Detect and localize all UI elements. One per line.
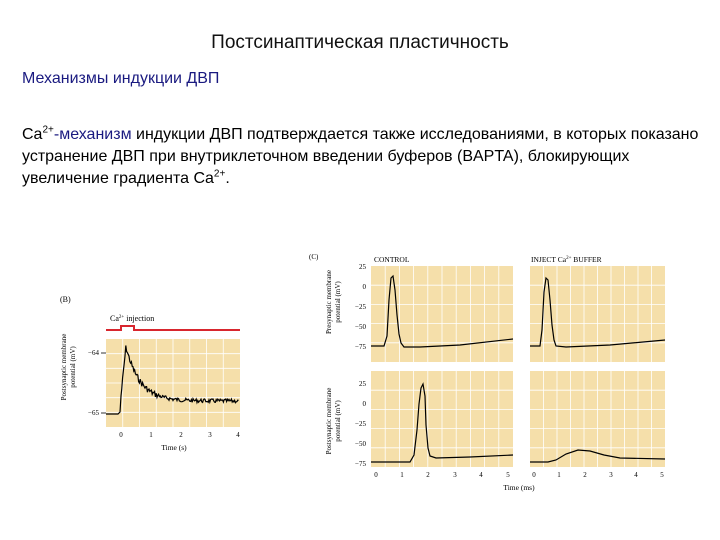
ca-charge: 2+ xyxy=(42,124,54,136)
fig-c-bottom-yticks: 25 0 −25 −50 −75 xyxy=(355,380,366,468)
fig-c-bottom-ylabel-2: potential (mV) xyxy=(334,400,342,442)
fig-c-top-ytick-1: 0 xyxy=(363,283,367,291)
fig-b-ytick-2: −65 xyxy=(88,409,99,417)
fig-c-top-ytick-3: −50 xyxy=(355,323,366,331)
fig-c-bottom-ytick-1: 0 xyxy=(363,400,367,408)
fig-c-xtick-l1: 1 xyxy=(400,471,404,479)
fig-b-xtick-4: 4 xyxy=(236,431,240,439)
fig-c-xlabel: Time (ms) xyxy=(503,483,535,492)
fig-b-xticks: 0 1 2 3 4 xyxy=(119,431,240,439)
fig-b-annotation: Ca2+ injection xyxy=(110,314,154,323)
fig-c-trace-buffer-post xyxy=(530,449,666,463)
slide-title: Постсинаптическая пластичность xyxy=(211,32,509,53)
fig-b-ylabel-2: potential (mV) xyxy=(69,346,77,388)
fig-c-bottom-ylabel: Postsynaptic membrane potential (mV) xyxy=(325,388,342,455)
mechanism-link: -механизм xyxy=(53,126,132,143)
fig-b-xtick-1: 1 xyxy=(149,431,153,439)
fig-c-grid xyxy=(371,266,665,467)
fig-c-xtick-l5: 5 xyxy=(506,471,510,479)
ca-charge-end: 2+ xyxy=(213,168,226,180)
fig-c-panel-label: (C) xyxy=(309,253,319,261)
fig-c-xtick-r0: 0 xyxy=(532,471,536,479)
fig-b-xtick-0: 0 xyxy=(119,431,123,439)
fig-b-ytick-1: −64 xyxy=(88,349,99,357)
fig-c-title-control: CONTROL xyxy=(374,255,410,264)
fig-c-xtick-r2: 2 xyxy=(583,471,587,479)
fig-c-bottom-ytick-3: −50 xyxy=(355,440,366,448)
ca-symbol: Ca xyxy=(22,126,43,143)
fig-c-top-ytick-0: 25 xyxy=(359,263,367,271)
fig-c-top-ytick-4: −75 xyxy=(355,343,366,351)
paragraph-text: индукции ДВП подтверждается также исслед… xyxy=(22,126,699,187)
fig-c-xtick-l0: 0 xyxy=(374,471,378,479)
fig-c-xtick-l4: 4 xyxy=(479,471,483,479)
fig-c-top-ylabel-1: Presynaptic membrane xyxy=(325,270,333,334)
fig-c-xtick-r4: 4 xyxy=(634,471,638,479)
fig-b-trace xyxy=(106,345,239,415)
fig-b-ylabel-1: Postsynaptic membrane xyxy=(60,334,68,401)
fig-b-xtick-2: 2 xyxy=(179,431,183,439)
fig-c-xtick-r5: 5 xyxy=(660,471,664,479)
fig-c-bottom-ytick-0: 25 xyxy=(359,380,367,388)
fig-c-xtick-r3: 3 xyxy=(609,471,613,479)
fig-c-bottom-ylabel-1: Postsynaptic membrane xyxy=(325,388,333,455)
fig-c-top-ylabel-2: potential (mV) xyxy=(334,281,342,323)
fig-b-panel-label: (B) xyxy=(60,295,71,304)
fig-c-xtick-r1: 1 xyxy=(557,471,561,479)
fig-b-ylabel: Postsynaptic membrane potential (mV) xyxy=(60,334,77,401)
fig-b-injection-line xyxy=(106,325,240,331)
fig-c-title-buffer: INJECT Ca2+ BUFFER xyxy=(531,255,602,264)
fig-c-trace-buffer-pre xyxy=(530,276,666,348)
fig-c-top-ytick-2: −25 xyxy=(355,303,366,311)
fig-c-xtick-l3: 3 xyxy=(453,471,457,479)
fig-c-trace-control-pre xyxy=(371,274,514,348)
fig-c-top-yticks: 25 0 −25 −50 −75 xyxy=(355,263,366,351)
slide-subtitle: Механизмы индукции ДВП xyxy=(22,70,220,87)
body-paragraph: Ca2+-механизм индукции ДВП подтверждаетс… xyxy=(22,124,702,190)
fig-c-xticks-left: 0 1 2 3 4 5 xyxy=(374,471,510,479)
paragraph-end: . xyxy=(225,170,230,187)
fig-c-xticks-right: 0 1 2 3 4 5 xyxy=(532,471,664,479)
fig-c-xtick-l2: 2 xyxy=(426,471,430,479)
fig-b-xtick-3: 3 xyxy=(208,431,212,439)
fig-c-top-ylabel: Presynaptic membrane potential (mV) xyxy=(325,270,342,334)
fig-c-bottom-ytick-4: −75 xyxy=(355,460,366,468)
fig-b-xlabel: Time (s) xyxy=(161,443,187,452)
fig-c-bottom-ytick-2: −25 xyxy=(355,420,366,428)
fig-c-trace-control-post xyxy=(371,382,514,463)
